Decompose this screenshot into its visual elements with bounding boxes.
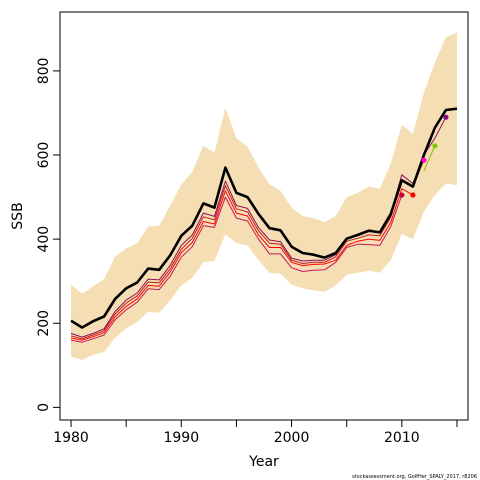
- x-tick-label: 2010: [384, 430, 420, 446]
- terminal-point-2014: [443, 114, 449, 120]
- y-axis-title: SSB: [10, 202, 26, 229]
- x-tick-label: 1980: [53, 430, 89, 446]
- x-axis-title: Year: [248, 454, 279, 470]
- y-tick-label: 200: [36, 310, 52, 337]
- axis-layer: 1980 1990 2000 2010 0 200 400 600 800: [36, 58, 458, 446]
- series-layer: [70, 107, 458, 343]
- x-tick-label: 1990: [163, 430, 199, 446]
- retro-peel-line-1: [70, 188, 414, 341]
- y-tick-label: 0: [36, 403, 52, 412]
- confidence-band: [71, 32, 457, 360]
- retro-peel-line-5: [423, 145, 436, 172]
- y-tick-label: 400: [36, 226, 52, 253]
- retro-peel-line-2: [70, 194, 403, 343]
- confidence-band-layer: [71, 32, 457, 360]
- terminal-points-layer: [399, 114, 449, 198]
- terminal-point-2010: [399, 192, 405, 198]
- ssb-estimate-line: [70, 107, 458, 329]
- terminal-point-2013: [432, 143, 438, 149]
- y-tick-label: 800: [36, 58, 52, 85]
- retro-peel-line-3: [70, 159, 425, 340]
- footnote: stockassessment.org, GolfHer_SPALY_2017,…: [352, 474, 477, 480]
- terminal-point-2012: [421, 157, 427, 163]
- x-tick-label: 2000: [274, 430, 310, 446]
- terminal-point-2011: [410, 192, 416, 198]
- y-tick-label: 600: [36, 142, 52, 169]
